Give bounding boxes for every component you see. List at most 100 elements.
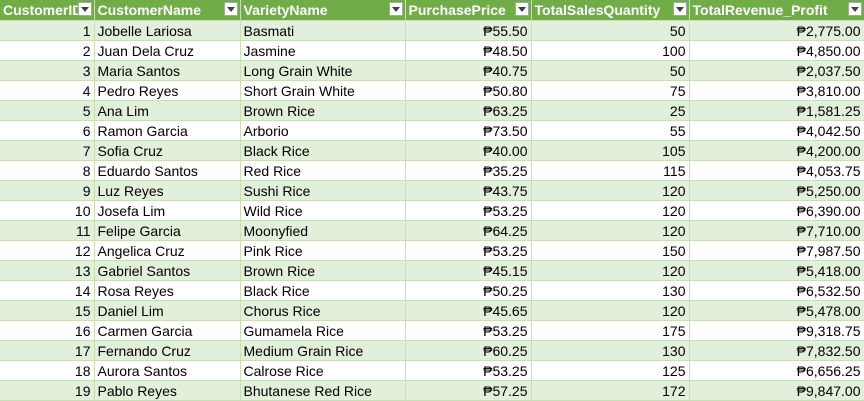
- cell-customer-id[interactable]: 10: [0, 200, 95, 221]
- cell-variety-name[interactable]: Black Rice: [240, 140, 406, 161]
- cell-total-sales-quantity[interactable]: 50: [531, 60, 690, 81]
- column-header-total-sales-quantity[interactable]: TotalSalesQuantity: [531, 0, 690, 21]
- cell-total-revenue-profit[interactable]: ₱2,037.50: [689, 60, 864, 81]
- cell-total-sales-quantity[interactable]: 130: [531, 340, 690, 361]
- cell-variety-name[interactable]: Moonyfied: [240, 220, 406, 241]
- cell-customer-name[interactable]: Rosa Reyes: [94, 280, 241, 301]
- cell-customer-id[interactable]: 12: [0, 240, 95, 261]
- cell-purchase-price[interactable]: ₱53.25: [405, 200, 532, 221]
- cell-variety-name[interactable]: Arborio: [240, 120, 406, 141]
- cell-customer-id[interactable]: 7: [0, 140, 95, 161]
- cell-variety-name[interactable]: Bhutanese Red Rice: [240, 380, 406, 401]
- cell-purchase-price[interactable]: ₱73.50: [405, 120, 532, 141]
- cell-purchase-price[interactable]: ₱64.25: [405, 220, 532, 241]
- cell-variety-name[interactable]: Brown Rice: [240, 100, 406, 121]
- cell-variety-name[interactable]: Medium Grain Rice: [240, 340, 406, 361]
- cell-total-revenue-profit[interactable]: ₱6,656.25: [689, 360, 864, 381]
- cell-total-sales-quantity[interactable]: 105: [531, 140, 690, 161]
- cell-total-sales-quantity[interactable]: 172: [531, 380, 690, 401]
- cell-total-sales-quantity[interactable]: 150: [531, 240, 690, 261]
- cell-variety-name[interactable]: Jasmine: [240, 40, 406, 61]
- cell-total-sales-quantity[interactable]: 120: [531, 300, 690, 321]
- cell-purchase-price[interactable]: ₱63.25: [405, 100, 532, 121]
- cell-customer-id[interactable]: 11: [0, 220, 95, 241]
- cell-purchase-price[interactable]: ₱50.25: [405, 280, 532, 301]
- cell-total-sales-quantity[interactable]: 125: [531, 360, 690, 381]
- cell-customer-id[interactable]: 16: [0, 320, 95, 341]
- cell-total-revenue-profit[interactable]: ₱4,053.75: [689, 160, 864, 181]
- cell-purchase-price[interactable]: ₱57.25: [405, 380, 532, 401]
- cell-total-revenue-profit[interactable]: ₱4,200.00: [689, 140, 864, 161]
- cell-customer-name[interactable]: Eduardo Santos: [94, 160, 241, 181]
- cell-total-revenue-profit[interactable]: ₱1,581.25: [689, 100, 864, 121]
- filter-dropdown-button[interactable]: [388, 2, 403, 16]
- cell-customer-id[interactable]: 17: [0, 340, 95, 361]
- cell-customer-name[interactable]: Luz Reyes: [94, 180, 241, 201]
- cell-customer-name[interactable]: Maria Santos: [94, 60, 241, 81]
- cell-customer-name[interactable]: Jobelle Lariosa: [94, 20, 241, 41]
- cell-customer-id[interactable]: 4: [0, 80, 95, 101]
- cell-variety-name[interactable]: Short Grain White: [240, 80, 406, 101]
- cell-purchase-price[interactable]: ₱40.75: [405, 60, 532, 81]
- cell-purchase-price[interactable]: ₱53.25: [405, 360, 532, 381]
- cell-total-revenue-profit[interactable]: ₱6,532.50: [689, 280, 864, 301]
- cell-total-revenue-profit[interactable]: ₱9,847.00: [689, 380, 864, 401]
- cell-purchase-price[interactable]: ₱35.25: [405, 160, 532, 181]
- column-header-customer-name[interactable]: CustomerName: [94, 0, 241, 21]
- cell-customer-id[interactable]: 6: [0, 120, 95, 141]
- cell-total-revenue-profit[interactable]: ₱5,250.00: [689, 180, 864, 201]
- cell-total-sales-quantity[interactable]: 120: [531, 180, 690, 201]
- cell-customer-id[interactable]: 1: [0, 20, 95, 41]
- cell-purchase-price[interactable]: ₱45.15: [405, 260, 532, 281]
- cell-customer-name[interactable]: Juan Dela Cruz: [94, 40, 241, 61]
- cell-customer-name[interactable]: Sofia Cruz: [94, 140, 241, 161]
- cell-customer-name[interactable]: Pedro Reyes: [94, 80, 241, 101]
- cell-total-revenue-profit[interactable]: ₱9,318.75: [689, 320, 864, 341]
- cell-variety-name[interactable]: Wild Rice: [240, 200, 406, 221]
- cell-customer-name[interactable]: Ramon Garcia: [94, 120, 241, 141]
- cell-customer-name[interactable]: Ana Lim: [94, 100, 241, 121]
- cell-variety-name[interactable]: Chorus Rice: [240, 300, 406, 321]
- filter-dropdown-button[interactable]: [847, 2, 862, 16]
- cell-customer-name[interactable]: Carmen Garcia: [94, 320, 241, 341]
- cell-total-sales-quantity[interactable]: 130: [531, 280, 690, 301]
- cell-total-revenue-profit[interactable]: ₱7,832.50: [689, 340, 864, 361]
- cell-total-sales-quantity[interactable]: 100: [531, 40, 690, 61]
- column-header-purchase-price[interactable]: PurchasePrice: [405, 0, 532, 21]
- cell-customer-id[interactable]: 3: [0, 60, 95, 81]
- cell-purchase-price[interactable]: ₱50.80: [405, 80, 532, 101]
- cell-customer-id[interactable]: 18: [0, 360, 95, 381]
- cell-customer-id[interactable]: 15: [0, 300, 95, 321]
- cell-total-sales-quantity[interactable]: 120: [531, 260, 690, 281]
- cell-variety-name[interactable]: Red Rice: [240, 160, 406, 181]
- cell-purchase-price[interactable]: ₱43.75: [405, 180, 532, 201]
- filter-dropdown-button[interactable]: [223, 2, 238, 16]
- column-header-total-revenue-profit[interactable]: TotalRevenue_Profit: [689, 0, 864, 21]
- cell-total-sales-quantity[interactable]: 75: [531, 80, 690, 101]
- cell-total-revenue-profit[interactable]: ₱5,478.00: [689, 300, 864, 321]
- cell-total-sales-quantity[interactable]: 50: [531, 20, 690, 41]
- column-header-variety-name[interactable]: VarietyName: [240, 0, 406, 21]
- cell-purchase-price[interactable]: ₱45.65: [405, 300, 532, 321]
- cell-customer-name[interactable]: Gabriel Santos: [94, 260, 241, 281]
- cell-customer-name[interactable]: Aurora Santos: [94, 360, 241, 381]
- cell-total-sales-quantity[interactable]: 120: [531, 200, 690, 221]
- cell-total-sales-quantity[interactable]: 175: [531, 320, 690, 341]
- cell-customer-name[interactable]: Fernando Cruz: [94, 340, 241, 361]
- cell-customer-name[interactable]: Josefa Lim: [94, 200, 241, 221]
- cell-customer-id[interactable]: 5: [0, 100, 95, 121]
- cell-variety-name[interactable]: Black Rice: [240, 280, 406, 301]
- cell-purchase-price[interactable]: ₱53.25: [405, 240, 532, 261]
- cell-variety-name[interactable]: Sushi Rice: [240, 180, 406, 201]
- cell-total-revenue-profit[interactable]: ₱5,418.00: [689, 260, 864, 281]
- filter-dropdown-button[interactable]: [672, 2, 687, 16]
- cell-customer-id[interactable]: 2: [0, 40, 95, 61]
- cell-total-revenue-profit[interactable]: ₱7,710.00: [689, 220, 864, 241]
- filter-dropdown-button[interactable]: [77, 2, 92, 16]
- cell-customer-id[interactable]: 13: [0, 260, 95, 281]
- cell-purchase-price[interactable]: ₱40.00: [405, 140, 532, 161]
- cell-customer-id[interactable]: 9: [0, 180, 95, 201]
- cell-customer-id[interactable]: 14: [0, 280, 95, 301]
- cell-total-sales-quantity[interactable]: 55: [531, 120, 690, 141]
- cell-total-sales-quantity[interactable]: 115: [531, 160, 690, 181]
